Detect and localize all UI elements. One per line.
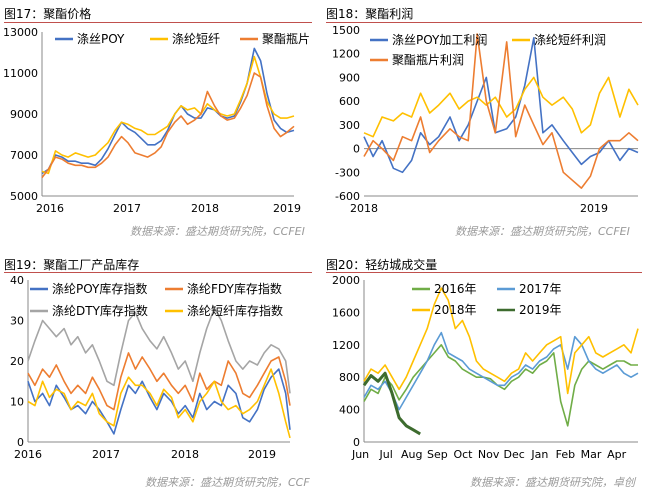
series-line (363, 37, 639, 174)
y-tick-label: 7000 (10, 149, 38, 162)
series-line (27, 368, 291, 439)
series-line (41, 72, 295, 179)
legend-label: 涤纶短纤库存指数 (187, 303, 283, 318)
series-line (41, 55, 295, 175)
legend-label: 2017年 (519, 282, 562, 296)
source-note: 数据来源：盛达期货研究院，CCF (145, 476, 310, 489)
x-tick-label: Apr (607, 448, 627, 461)
y-tick-label: 1500 (332, 24, 360, 37)
legend-label: 聚酯瓶片 (262, 32, 310, 46)
x-tick-label: 2019 (248, 448, 276, 461)
title-divider (4, 272, 312, 273)
x-tick-label: 2017 (92, 448, 120, 461)
x-tick-label: 2019 (273, 202, 301, 215)
y-tick-label: 0 (353, 143, 360, 156)
y-tick-label: 10 (10, 396, 24, 409)
y-tick-label: 2000 (332, 274, 360, 287)
x-tick-label: 2017 (113, 202, 141, 215)
series-line (27, 307, 291, 394)
source-note: 数据来源：盛达期货研究院，CCFEI (455, 225, 630, 238)
y-tick-label: 400 (339, 404, 360, 417)
legend-label: 涤纶短纤 (172, 32, 220, 46)
y-tick-label: 1600 (332, 306, 360, 319)
series-line (363, 33, 639, 189)
price-chart: 5000 7000 9000 11000 13000 2016 2017 2018 2019 涤丝… (3, 26, 310, 215)
y-tick-label: 600 (339, 95, 360, 108)
x-tick-label: Oct (453, 448, 473, 461)
x-tick-label: Nov (478, 448, 500, 461)
x-tick-label: 2018 (350, 202, 378, 215)
x-tick-label: Feb (556, 448, 575, 461)
chart-title: 图18：聚酯利润 (326, 7, 414, 21)
y-tick-label: 13000 (3, 26, 38, 39)
y-tick-label: 40 (10, 274, 24, 287)
x-tick-label: Aug (401, 448, 422, 461)
profit-chart: -600 -300 0 300 600 900 1200 1500 2018 2019 涤丝POY加… (332, 24, 639, 215)
y-tick-label: 0 (353, 436, 360, 449)
series-line (363, 344, 638, 427)
y-tick-label: 0 (17, 436, 24, 449)
x-tick-label: Mar (581, 448, 602, 461)
x-tick-label: 2018 (171, 448, 199, 461)
y-tick-label: 30 (10, 315, 24, 328)
y-tick-label: -600 (335, 190, 360, 203)
x-tick-label: Jun (351, 448, 369, 461)
x-tick-label: Jan (530, 448, 548, 461)
legend-label: 涤纶FDY库存指数 (187, 281, 282, 296)
x-tick-label: 2016 (14, 448, 42, 461)
chart-title: 图19：聚酯工厂产品库存 (4, 258, 140, 272)
legend-label: 涤纶POY库存指数 (52, 281, 147, 296)
y-tick-label: 20 (10, 355, 24, 368)
x-tick-label: 2016 (36, 202, 64, 215)
source-note: 数据来源：盛达期货研究院，卓创 (470, 476, 635, 489)
y-tick-label: 11000 (3, 67, 38, 80)
x-tick-label: Dec (504, 448, 525, 461)
x-tick-label: Jul (379, 448, 393, 461)
volume-chart: 0 400 800 1200 1600 2000 Jun Jul Aug Sep Oct Nov Dec… (332, 274, 639, 461)
legend-label: 涤丝POY (77, 32, 125, 46)
y-tick-label: 1200 (332, 48, 360, 61)
series-line (362, 371, 421, 436)
legend-label: 聚酯瓶片利润 (392, 53, 464, 67)
y-tick-label: 300 (339, 119, 360, 132)
legend-label: 2019年 (519, 303, 562, 317)
series-line (363, 76, 639, 138)
y-tick-label: 900 (339, 71, 360, 84)
y-tick-label: 9000 (10, 108, 38, 121)
y-tick-label: 5000 (10, 190, 38, 203)
x-tick-label: 2018 (191, 202, 219, 215)
title-divider (326, 272, 642, 273)
y-tick-label: -300 (335, 166, 360, 179)
legend-label: 涤纶DTY库存指数 (52, 303, 148, 318)
title-divider (326, 22, 642, 23)
y-tick-label: 1200 (332, 339, 360, 352)
legend-label: 2018年 (434, 303, 477, 317)
legend-label: 涤纶短纤利润 (534, 33, 606, 47)
title-divider (4, 22, 312, 23)
series-line (41, 47, 295, 175)
x-tick-label: 2019 (580, 202, 608, 215)
legend-label: 涤丝POY加工利润 (392, 33, 487, 47)
x-tick-label: Sep (427, 448, 448, 461)
source-note: 数据来源：盛达期货研究院，CCFEI (130, 225, 305, 238)
series-line (27, 352, 291, 411)
series-line (363, 287, 639, 395)
chart-title: 图20：轻纺城成交量 (326, 258, 438, 272)
y-tick-label: 800 (339, 371, 360, 384)
series-line (363, 331, 639, 411)
legend-label: 2016年 (434, 282, 477, 296)
chart-title: 图17：聚酯价格 (4, 7, 92, 21)
inventory-chart: 0 10 20 30 40 2016 2017 2018 2019 涤纶POY库存指数 涤纶FDY库… (10, 274, 291, 461)
